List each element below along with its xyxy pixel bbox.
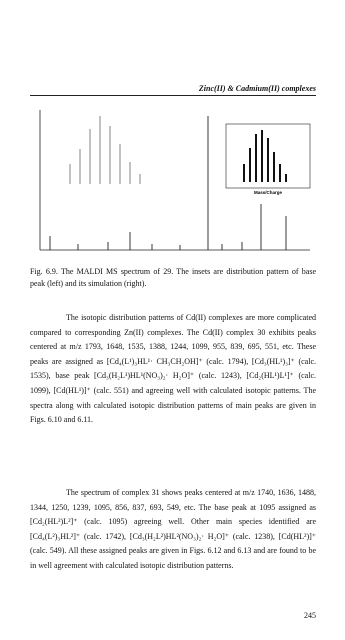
paragraph: The isotopic distribution patterns of Cd…	[30, 313, 316, 425]
running-header: Zinc(II) & Cadmium(II) complexes	[30, 84, 316, 96]
paragraph: The spectrum of complex 31 shows peaks c…	[30, 488, 316, 570]
inset-axis-label: Mass/Charge	[254, 190, 283, 195]
left-inset	[69, 116, 141, 184]
page-number: 245	[304, 611, 316, 620]
figure-caption: Fig. 6.9. The MALDI MS spectrum of 29. T…	[30, 267, 316, 288]
spectrum-figure: Mass/Charge	[39, 110, 311, 251]
axes	[39, 110, 310, 251]
spectrum-peaks	[49, 116, 287, 250]
right-inset: Mass/Charge	[225, 123, 311, 195]
